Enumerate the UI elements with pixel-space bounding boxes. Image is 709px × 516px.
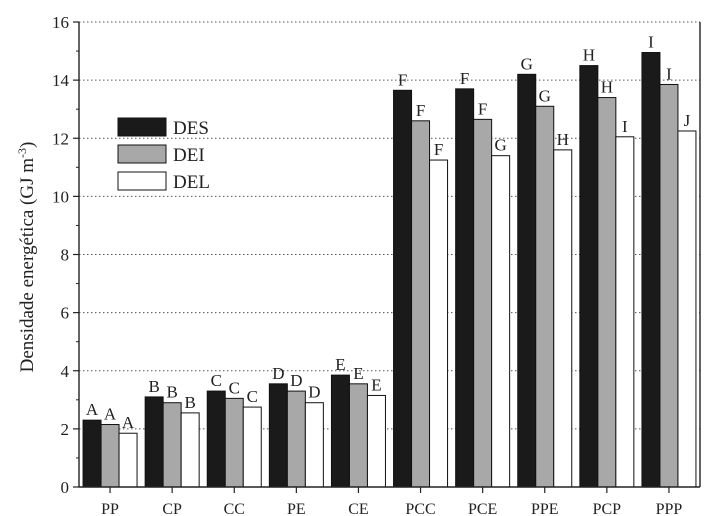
y-axis-label-superscript: -3 [15, 148, 29, 158]
bar-letter-label: F [434, 140, 443, 159]
bar-dei-cc [224, 397, 244, 488]
bar-des-pcc [393, 89, 413, 488]
x-category-label: CP [162, 501, 182, 516]
x-category-label: PCP [593, 501, 622, 516]
legend-label-dei: DEI [173, 145, 205, 166]
bar-letter-label: F [398, 70, 407, 89]
legend-label-des: DES [173, 118, 209, 139]
y-tick-label: 16 [52, 13, 69, 32]
bar-letter-label: E [371, 375, 381, 394]
bar-letter-label: C [247, 387, 258, 406]
bar-letter-label: A [122, 413, 135, 432]
bar-letter-label: I [622, 117, 628, 136]
bar-des-ce [330, 374, 350, 488]
bar-dei-ppp [659, 83, 679, 488]
x-category-label: PE [287, 501, 306, 516]
bar-del-cp [180, 412, 200, 488]
bar-letter-label: B [148, 377, 159, 396]
bar-del-pce [491, 155, 511, 488]
y-tick-label: 6 [61, 304, 70, 323]
x-category-label: PPE [531, 501, 559, 516]
bar-dei-pcc [411, 120, 431, 488]
bar-letter-label: A [86, 400, 99, 419]
bar-dei-ce [348, 383, 368, 488]
bar-dei-pp [100, 424, 120, 488]
y-tick-label: 8 [61, 246, 70, 265]
bar-des-ppe [517, 73, 537, 488]
bar-del-pe [304, 402, 324, 488]
bar-des-cp [144, 396, 164, 488]
bar-dei-pce [473, 118, 493, 488]
legend-swatch-del [117, 171, 167, 191]
bar-dei-ppe [535, 105, 555, 488]
bar-del-ppe [553, 149, 573, 488]
bar-letter-label: G [539, 86, 551, 105]
legend: DES DEI DEL [117, 117, 210, 193]
bar-des-pe [268, 383, 288, 488]
bar-dei-pe [286, 390, 306, 488]
bar-des-ppp [641, 52, 661, 488]
bar-del-pcc [429, 159, 449, 488]
x-category-label: PCE [468, 501, 497, 516]
x-category-label: CE [348, 501, 368, 516]
bar-dei-cp [162, 402, 182, 488]
bar-del-ce [366, 394, 386, 488]
legend-label-del: DEL [173, 172, 210, 193]
x-category-label: PPP [656, 501, 683, 516]
bar-letter-label: F [478, 99, 487, 118]
bar-letter-label: I [648, 33, 654, 52]
bar-letter-label: C [211, 371, 222, 390]
y-tick-label: 4 [61, 362, 70, 381]
bar-letter-label: C [229, 378, 240, 397]
bar-letter-label: F [460, 69, 469, 88]
x-category-label: PCC [405, 501, 435, 516]
bar-letter-label: F [416, 101, 425, 120]
bar-del-pp [118, 432, 138, 488]
bar-letter-label: D [272, 364, 284, 383]
bar-des-pp [82, 419, 102, 488]
y-tick-label: 12 [52, 129, 69, 148]
bar-letter-label: E [335, 355, 345, 374]
bar-letter-label: J [684, 111, 691, 130]
bar-letter-label: E [353, 364, 363, 383]
bar-letter-label: H [583, 46, 595, 65]
y-tick-label: 14 [52, 71, 70, 90]
y-axis-label: Densidade energética (GJ m-3) [15, 142, 38, 373]
bar-letter-label: D [308, 383, 320, 402]
legend-swatch-des [117, 117, 167, 137]
bar-letter-label: A [104, 405, 117, 424]
bar-del-pcp [615, 136, 635, 488]
bar-letter-label: B [166, 383, 177, 402]
bar-dei-pcp [597, 97, 617, 488]
bar-des-cc [206, 390, 226, 488]
bar-letter-label: I [666, 64, 672, 83]
bar-letter-label: D [290, 371, 302, 390]
y-tick-label: 2 [61, 420, 70, 439]
bar-del-cc [242, 406, 262, 488]
x-category-label: CC [224, 501, 245, 516]
bar-letter-label: B [184, 393, 195, 412]
bar-des-pce [455, 88, 475, 488]
bar-letter-label: H [557, 130, 569, 149]
bar-letter-label: G [495, 136, 507, 155]
y-tick-label: 0 [61, 478, 70, 497]
y-axis-label-close: ) [17, 142, 38, 148]
bar-letter-label: G [521, 54, 533, 73]
bar-des-pcp [579, 65, 599, 488]
x-category-label: PP [101, 501, 119, 516]
legend-swatch-dei [117, 144, 167, 164]
y-tick-label: 10 [52, 187, 69, 206]
bar-letter-label: H [601, 78, 613, 97]
bar-del-ppp [677, 130, 697, 488]
